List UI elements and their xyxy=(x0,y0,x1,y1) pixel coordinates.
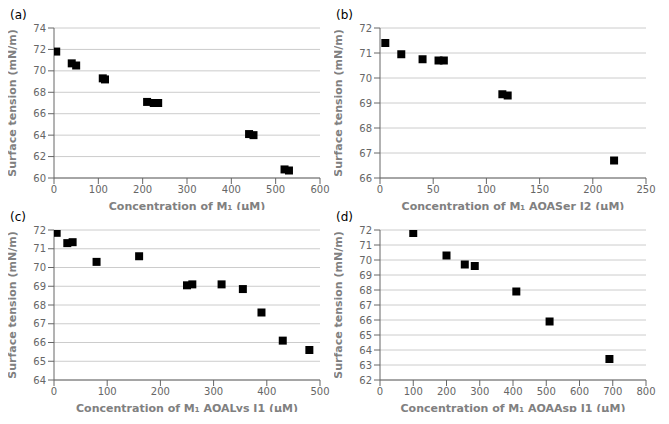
svg-text:100: 100 xyxy=(404,386,423,397)
svg-text:600: 600 xyxy=(310,184,329,195)
svg-text:50: 50 xyxy=(427,184,440,195)
svg-text:68: 68 xyxy=(359,123,372,134)
svg-text:68: 68 xyxy=(359,285,372,296)
svg-text:150: 150 xyxy=(530,184,549,195)
svg-text:68: 68 xyxy=(33,87,46,98)
svg-text:72: 72 xyxy=(33,44,46,55)
svg-text:300: 300 xyxy=(470,386,489,397)
svg-text:500: 500 xyxy=(310,386,329,397)
svg-text:300: 300 xyxy=(204,386,223,397)
html-text:(a): (a) xyxy=(10,8,27,22)
svg-text:Surface tension (mN/m): Surface tension (mN/m) xyxy=(8,29,19,177)
svg-text:74: 74 xyxy=(33,23,46,34)
html-text:(c): (c) xyxy=(10,210,26,224)
svg-text:72: 72 xyxy=(359,23,372,34)
svg-text:200: 200 xyxy=(583,184,602,195)
svg-text:69: 69 xyxy=(33,281,46,292)
svg-text:65: 65 xyxy=(359,330,372,341)
html-text:(d): (d) xyxy=(336,210,353,224)
svg-text:Concentration of M₁ AOAAsp I1: Concentration of M₁ AOAAsp I1 (μM) xyxy=(401,402,626,412)
svg-text:0: 0 xyxy=(51,184,57,195)
svg-text:700: 700 xyxy=(603,386,622,397)
svg-text:62: 62 xyxy=(33,151,46,162)
svg-text:66: 66 xyxy=(33,108,46,119)
svg-text:200: 200 xyxy=(133,184,152,195)
svg-text:67: 67 xyxy=(359,300,372,311)
svg-text:66: 66 xyxy=(33,337,46,348)
svg-text:64: 64 xyxy=(33,375,46,386)
svg-text:64: 64 xyxy=(359,345,372,356)
svg-text:64: 64 xyxy=(33,130,46,141)
svg-text:70: 70 xyxy=(359,73,372,84)
svg-text:Surface tension (mN/m): Surface tension (mN/m) xyxy=(334,29,345,177)
svg-text:62: 62 xyxy=(359,375,372,386)
svg-text:72: 72 xyxy=(33,225,46,236)
svg-text:70: 70 xyxy=(33,65,46,76)
svg-text:Surface tension (mN/m): Surface tension (mN/m) xyxy=(8,231,19,379)
svg-text:0: 0 xyxy=(377,184,383,195)
svg-text:0: 0 xyxy=(377,386,383,397)
svg-text:100: 100 xyxy=(98,386,117,397)
svg-text:71: 71 xyxy=(359,48,372,59)
svg-text:300: 300 xyxy=(177,184,196,195)
svg-text:69: 69 xyxy=(359,270,372,281)
svg-text:69: 69 xyxy=(359,98,372,109)
svg-text:71: 71 xyxy=(359,240,372,251)
html-text:(b): (b) xyxy=(336,8,353,22)
svg-text:60: 60 xyxy=(33,173,46,184)
svg-text:500: 500 xyxy=(537,386,556,397)
svg-text:70: 70 xyxy=(359,255,372,266)
svg-text:Surface tension (mN/m): Surface tension (mN/m) xyxy=(334,231,345,379)
svg-text:70: 70 xyxy=(33,262,46,273)
svg-text:100: 100 xyxy=(477,184,496,195)
svg-text:200: 200 xyxy=(437,386,456,397)
svg-text:67: 67 xyxy=(359,148,372,159)
svg-text:600: 600 xyxy=(570,386,589,397)
svg-text:400: 400 xyxy=(503,386,522,397)
svg-text:Concentration of M₁ AOALys I1: Concentration of M₁ AOALys I1 (μM) xyxy=(76,402,298,412)
svg-text:72: 72 xyxy=(359,225,372,236)
svg-text:65: 65 xyxy=(33,356,46,367)
svg-text:Concentration of M₁ (μM): Concentration of M₁ (μM) xyxy=(109,200,266,210)
svg-text:66: 66 xyxy=(359,173,372,184)
svg-text:400: 400 xyxy=(222,184,241,195)
svg-text:71: 71 xyxy=(33,243,46,254)
svg-text:200: 200 xyxy=(151,386,170,397)
svg-text:Concentration of M₁ AOASer I2: Concentration of M₁ AOASer I2 (μM) xyxy=(402,200,625,210)
svg-text:67: 67 xyxy=(33,318,46,329)
svg-text:800: 800 xyxy=(636,386,655,397)
svg-text:400: 400 xyxy=(257,386,276,397)
svg-text:63: 63 xyxy=(359,360,372,371)
svg-text:0: 0 xyxy=(51,386,57,397)
svg-text:100: 100 xyxy=(89,184,108,195)
svg-text:66: 66 xyxy=(359,315,372,326)
svg-text:250: 250 xyxy=(636,184,655,195)
svg-text:68: 68 xyxy=(33,300,46,311)
svg-text:500: 500 xyxy=(266,184,285,195)
